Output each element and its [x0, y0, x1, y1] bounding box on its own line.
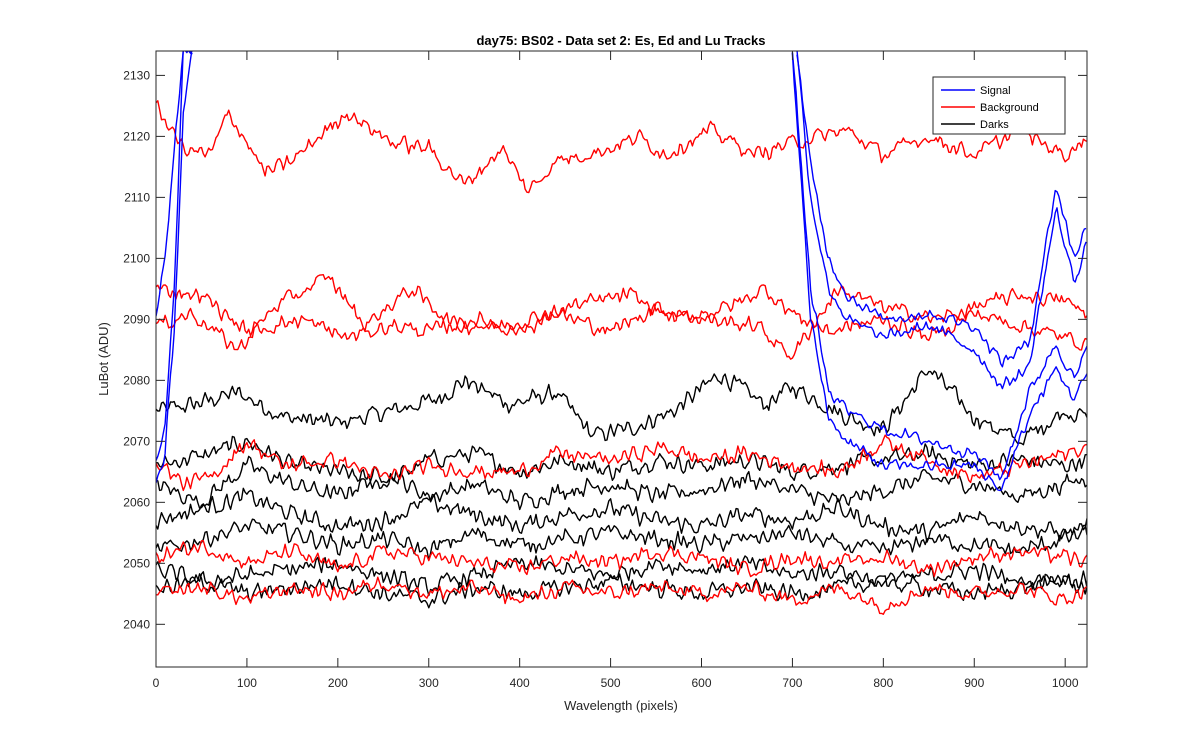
legend: Signal Background Darks [932, 76, 1066, 135]
x-axis-label: Wavelength (pixels) [564, 698, 678, 713]
series-line-background-5 [156, 576, 1087, 615]
legend-label: Darks [980, 119, 1009, 131]
series-line-signal-17 [796, 51, 1087, 390]
y-axis-label: LuBot (ADU) [96, 322, 111, 396]
x-tick-label: 700 [782, 676, 802, 690]
x-tick-label: 600 [691, 676, 711, 690]
y-tick-label: 2060 [123, 495, 150, 509]
legend-label: Background [980, 102, 1039, 114]
y-tick-label: 2100 [123, 251, 150, 265]
y-tick-label: 2050 [123, 556, 150, 570]
series-line-background-1 [156, 274, 1087, 360]
plot-frame [155, 50, 1088, 668]
series-line-background-3 [156, 434, 1087, 492]
legend-label: Signal [980, 85, 1011, 97]
chart-title: day75: BS02 - Data set 2: Es, Ed and Lu … [476, 33, 765, 48]
y-tick-label: 2040 [123, 617, 150, 631]
y-tick-label: 2110 [124, 190, 150, 204]
y-tick-label: 2080 [123, 373, 150, 387]
series-line-signal-13 [156, 51, 193, 461]
x-tick-label: 500 [601, 676, 621, 690]
series-line-signal-15 [156, 51, 193, 317]
series-line-darks-6 [156, 370, 1087, 446]
x-tick-label: 400 [510, 676, 530, 690]
x-tick-label: 0 [153, 676, 160, 690]
y-tick-label: 2120 [123, 129, 150, 143]
x-tick-label: 900 [964, 676, 984, 690]
x-axis-ticks: 0 100 200 300 400 500 600 700 800 900 1000 [153, 51, 1079, 690]
y-tick-label: 2130 [123, 68, 150, 82]
x-tick-label: 1000 [1052, 676, 1079, 690]
series-line-signal-16 [796, 54, 1087, 368]
series-line-signal-14 [156, 51, 193, 484]
series-line-signal-18 [791, 52, 1087, 481]
x-tick-label: 300 [419, 676, 439, 690]
x-tick-label: 800 [873, 676, 893, 690]
y-axis-ticks: 2040 2050 2060 2070 2080 2090 2100 2110 2120 2130 [123, 68, 1087, 631]
series-line-background-4 [156, 540, 1087, 578]
series-layer [156, 51, 1087, 615]
series-line-background-0 [156, 100, 1087, 194]
series-line-background-2 [156, 284, 1087, 351]
series-line-darks-10 [156, 518, 1087, 561]
y-tick-label: 2070 [123, 434, 150, 448]
series-line-darks-8 [156, 455, 1087, 511]
series-line-darks-7 [156, 435, 1087, 490]
series-line-darks-9 [156, 487, 1087, 543]
series-line-signal-19 [791, 52, 1087, 492]
x-tick-label: 200 [328, 676, 348, 690]
x-tick-label: 100 [237, 676, 257, 690]
y-tick-label: 2090 [123, 312, 150, 326]
